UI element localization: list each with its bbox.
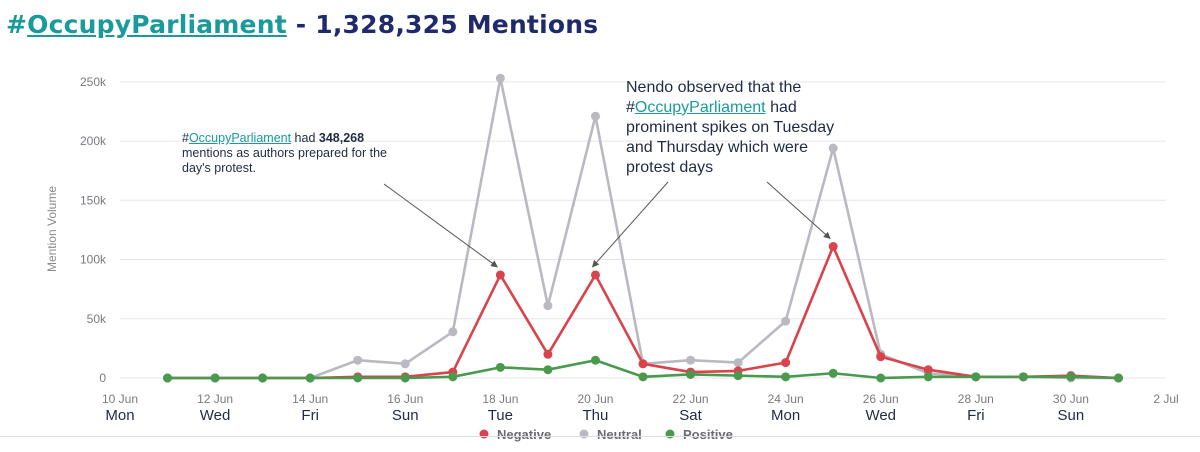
x-tick-day-label: Fri (967, 407, 985, 424)
data-point-positive (686, 369, 696, 379)
y-tick-label: 150k (80, 193, 107, 207)
x-tick-label: 22 Jun (673, 392, 709, 406)
annotation-left-hash: # (182, 131, 189, 145)
data-point-positive (448, 372, 458, 382)
x-tick-label: 26 Jun (863, 392, 899, 406)
x-tick-label: 18 Jun (482, 392, 518, 406)
x-tick-day-label: Mon (105, 407, 134, 424)
x-tick-day-label: Tue (488, 407, 513, 424)
data-point-positive (828, 368, 838, 378)
annotation-left: #OccupyParliament had 348,268 mentions a… (182, 131, 397, 176)
annotation-right: Nendo observed that the #OccupyParliament… (626, 78, 856, 178)
x-tick-label: 28 Jun (958, 392, 994, 406)
data-point-negative (781, 358, 791, 368)
y-tick-label: 250k (80, 75, 107, 89)
y-tick-label: 50k (87, 312, 107, 326)
x-tick-label: 14 Jun (292, 392, 328, 406)
annotation-right-line1: Nendo observed that the (626, 79, 802, 96)
data-point-neutral (590, 111, 600, 121)
data-point-neutral (543, 301, 553, 311)
x-tick-day-label: Fri (301, 407, 319, 424)
data-point-neutral (686, 355, 696, 365)
data-point-negative (828, 242, 838, 252)
annotation-left-text-a: had (291, 131, 319, 145)
hashtag-link[interactable]: OccupyParliament (27, 10, 287, 39)
legend-label-neutral: Neutral (597, 427, 642, 442)
data-point-neutral (733, 358, 743, 368)
legend-marker-negative (479, 429, 489, 439)
annotation-arrow (766, 181, 831, 239)
data-point-positive (400, 373, 410, 383)
data-point-neutral (400, 359, 410, 369)
data-point-negative (543, 349, 553, 359)
data-point-neutral (448, 327, 458, 337)
data-point-positive (638, 372, 648, 382)
y-tick-label: 0 (99, 371, 106, 385)
data-point-neutral (781, 316, 791, 326)
annotation-left-count: 348,268 (318, 131, 365, 145)
legend-label-negative: Negative (497, 427, 551, 442)
x-tick-day-label: Sat (679, 407, 702, 424)
bottom-divider (0, 436, 1200, 437)
data-point-negative (876, 352, 886, 362)
x-tick-label: 30 Jun (1053, 392, 1089, 406)
data-point-positive (590, 355, 600, 365)
annotation-right-hashtag-link[interactable]: OccupyParliament (634, 99, 766, 116)
annotation-arrow (591, 181, 669, 268)
legend-marker-positive (665, 429, 675, 439)
x-tick-label: 24 Jun (768, 392, 804, 406)
title-hash: # (6, 10, 28, 39)
data-point-positive (876, 373, 886, 383)
data-point-neutral (828, 143, 838, 153)
data-point-positive (923, 372, 933, 382)
data-point-positive (733, 371, 743, 381)
data-point-positive (1018, 372, 1028, 382)
x-tick-day-label: Mon (771, 407, 800, 424)
data-point-negative (590, 270, 600, 280)
x-tick-label: 2 Jul (1153, 392, 1178, 406)
data-point-positive (353, 373, 363, 383)
x-tick-day-label: Wed (200, 407, 231, 424)
x-tick-day-label: Sun (392, 407, 419, 424)
legend-marker-neutral (579, 429, 589, 439)
x-tick-day-label: Sun (1058, 407, 1085, 424)
x-tick-label: 16 Jun (387, 392, 423, 406)
data-point-positive (210, 373, 220, 383)
data-point-negative (923, 365, 933, 375)
data-point-positive (1113, 373, 1123, 383)
data-point-positive (305, 373, 315, 383)
x-tick-day-label: Thu (583, 407, 609, 424)
data-point-positive (1066, 372, 1076, 382)
data-point-positive (781, 372, 791, 382)
legend-label-positive: Positive (683, 427, 733, 442)
data-point-positive (495, 362, 505, 372)
data-point-positive (971, 372, 981, 382)
data-point-negative (638, 359, 648, 369)
annotation-right-text-a: had prominent spikes on Tuesday and Thur… (626, 99, 835, 176)
annotation-right-hash: # (626, 99, 635, 116)
data-point-positive (163, 373, 173, 383)
title-mentions: - 1,328,325 Mentions (286, 10, 599, 39)
data-point-neutral (353, 355, 363, 365)
y-tick-label: 100k (80, 253, 107, 267)
y-tick-label: 200k (80, 134, 107, 148)
x-tick-label: 12 Jun (197, 392, 233, 406)
x-tick-day-label: Wed (865, 407, 896, 424)
data-point-positive (258, 373, 268, 383)
annotation-left-hashtag-link[interactable]: OccupyParliament (188, 131, 292, 145)
annotation-arrow (383, 183, 498, 268)
annotation-left-text-b: mentions as authors prepared for the day… (182, 146, 387, 175)
data-point-positive (543, 365, 553, 375)
data-point-negative (495, 270, 505, 280)
x-tick-label: 10 Jun (102, 392, 138, 406)
y-axis-label: Mention Volume (45, 186, 59, 272)
data-point-neutral (495, 73, 505, 83)
page-title: #OccupyParliament - 1,328,325 Mentions (6, 10, 598, 39)
x-tick-label: 20 Jun (577, 392, 613, 406)
